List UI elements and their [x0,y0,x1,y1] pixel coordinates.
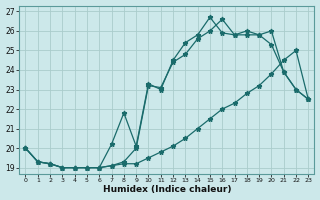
X-axis label: Humidex (Indice chaleur): Humidex (Indice chaleur) [103,185,231,194]
